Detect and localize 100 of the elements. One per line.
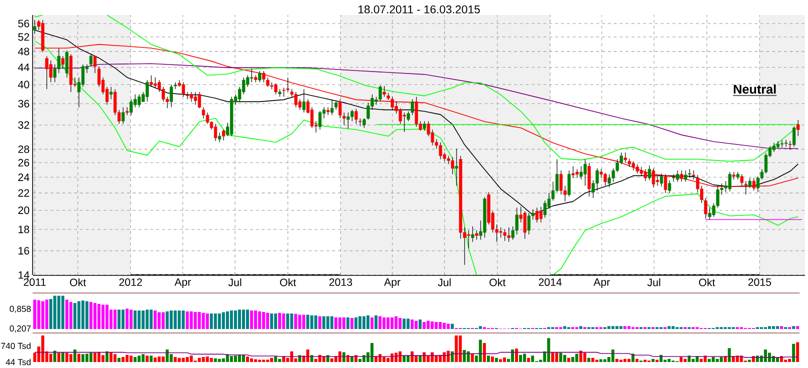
candlestick — [45, 56, 48, 90]
bar — [494, 358, 498, 362]
bar — [134, 356, 137, 362]
candlestick — [604, 172, 607, 186]
candlestick — [342, 112, 346, 126]
candlestick — [588, 162, 591, 197]
candlestick — [784, 139, 788, 147]
bar — [603, 359, 606, 362]
candlestick — [503, 229, 506, 242]
bar — [53, 350, 56, 362]
candlestick — [362, 118, 366, 128]
bar — [65, 352, 68, 362]
y-tick-label: 22 — [18, 189, 30, 197]
bar — [246, 356, 250, 362]
candlestick — [398, 108, 402, 124]
bar — [434, 356, 438, 362]
candlestick — [660, 173, 664, 187]
bar — [668, 358, 671, 362]
candlestick — [378, 85, 382, 102]
candlestick — [302, 88, 306, 113]
y-tick-label: 32 — [18, 121, 30, 129]
bar — [716, 358, 719, 362]
bar — [394, 352, 398, 362]
bar — [410, 351, 414, 362]
bar — [728, 348, 731, 362]
candlestick — [668, 180, 672, 194]
candlestick — [350, 110, 354, 122]
candlestick — [49, 60, 52, 83]
bar — [81, 354, 84, 362]
bar — [254, 359, 258, 362]
bar — [238, 354, 241, 362]
bar — [250, 358, 254, 362]
x-tick-label: Jul — [647, 278, 660, 286]
y-tick-label: 18 — [18, 226, 30, 234]
bar — [338, 351, 342, 362]
candlestick — [346, 112, 350, 129]
bar — [482, 343, 486, 362]
candlestick — [680, 170, 684, 182]
candlestick — [61, 56, 64, 70]
y-tick-label: 0,858 — [10, 306, 31, 313]
candlestick — [338, 98, 342, 119]
y-tick-label: 40 — [18, 80, 30, 88]
x-tick-label: Okt — [280, 278, 296, 286]
bar — [382, 356, 386, 362]
bar — [615, 358, 618, 362]
bar — [190, 356, 193, 362]
x-tick-label: Apr — [174, 278, 191, 288]
candlestick — [194, 92, 198, 105]
bar — [146, 356, 149, 362]
candlestick — [190, 92, 194, 102]
bar — [73, 350, 76, 362]
bar — [414, 356, 418, 362]
y-tick-label: 20 — [18, 206, 30, 214]
candlestick — [65, 50, 68, 78]
candlestick — [446, 156, 450, 164]
y-tick-label: 48 — [18, 48, 30, 56]
bar — [122, 356, 125, 362]
bar — [796, 342, 800, 362]
candlestick — [262, 70, 266, 83]
candlestick — [455, 148, 458, 186]
candlestick — [138, 94, 141, 108]
bar — [49, 354, 52, 362]
bar — [418, 356, 422, 362]
y-tick-label: 44 Tsd — [6, 358, 31, 366]
candlestick — [326, 106, 330, 116]
candlestick — [318, 110, 322, 130]
bar — [226, 354, 229, 362]
bar — [186, 356, 189, 362]
bar — [652, 358, 655, 362]
bar — [126, 354, 129, 362]
candlestick — [146, 80, 149, 102]
candlestick — [382, 86, 386, 98]
bar — [97, 352, 100, 362]
bar — [692, 358, 695, 362]
candlestick — [672, 174, 676, 182]
bar — [454, 336, 458, 362]
candlestick — [596, 168, 599, 191]
candlestick — [258, 70, 262, 83]
bar — [77, 354, 80, 362]
candlestick — [390, 96, 394, 110]
candlestick — [704, 198, 708, 219]
candlestick — [608, 174, 611, 188]
bar — [579, 350, 582, 362]
bar — [478, 340, 482, 362]
bar — [85, 354, 88, 362]
bar — [178, 358, 181, 362]
bar — [490, 356, 494, 362]
bar — [551, 352, 554, 362]
bar — [222, 358, 225, 362]
bar — [242, 354, 245, 362]
bar — [166, 350, 169, 362]
candlestick — [122, 106, 125, 124]
candlestick — [250, 68, 254, 83]
candlestick — [89, 54, 93, 67]
candlestick — [414, 96, 418, 128]
bar — [788, 358, 792, 362]
y-tick-label: 14 — [18, 271, 30, 279]
x-tick-label: Apr — [594, 278, 610, 288]
bar — [214, 358, 217, 362]
x-tick-label: Okt — [490, 278, 506, 286]
